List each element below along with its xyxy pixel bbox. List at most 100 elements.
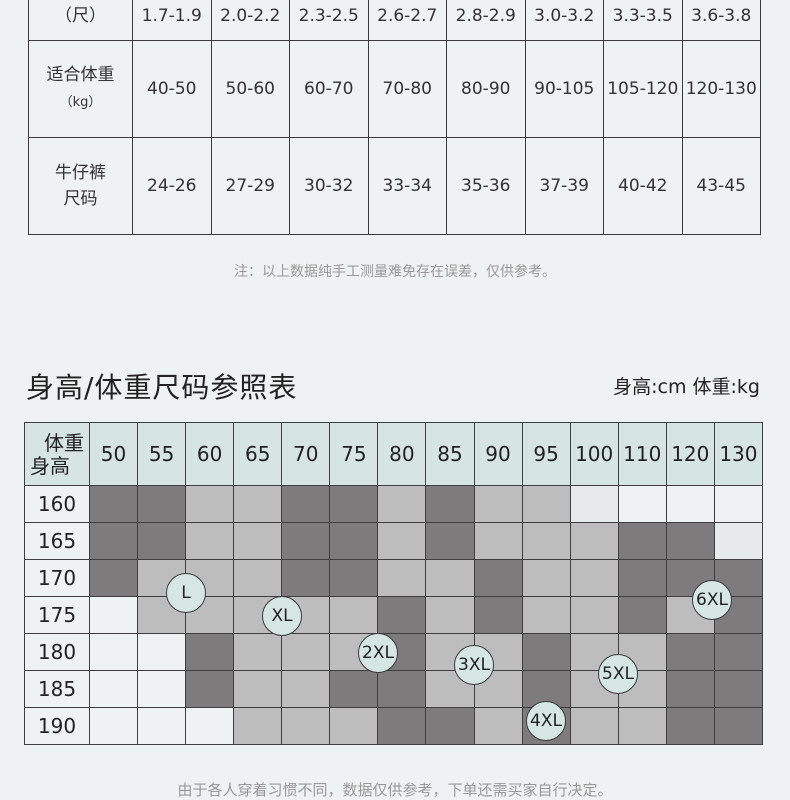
grid-cell [329,559,379,597]
grid-cell [473,559,523,597]
spec-cell: 60-70 [289,40,369,138]
grid-cell [329,707,379,745]
corner-weight-label: 体重 [44,431,84,455]
grid-cell [665,522,715,560]
grid-cell [329,522,379,560]
grid-cell [88,707,139,745]
spec-cell: 27-29 [210,137,290,235]
grid-cell [137,707,187,745]
grid-cell [521,485,571,523]
grid-cell [185,670,235,708]
size-spec-table: （尺） 1.7-1.9 2.0-2.2 2.3-2.5 2.6-2.7 2.8-… [28,0,761,235]
grid-cell [473,596,523,634]
grid-row: 190 [24,707,764,745]
grid-cell [281,633,331,671]
height-label: 160 [24,485,90,523]
grid-cell [713,633,764,671]
grid-cell [137,522,187,560]
grid-cell [233,522,283,560]
spec-cell: 120-130 [681,40,761,138]
grid-cell [665,633,715,671]
grid-cell [569,596,619,634]
grid-cell [569,707,619,745]
spec-cell: 40-42 [603,137,683,235]
spec-cell: 1.7-1.9 [132,0,212,41]
spec-cell: 80-90 [446,40,526,138]
grid-cell [665,707,715,745]
grid-cell [185,522,235,560]
spec-cell: 43-45 [681,137,761,235]
weight-header: 100 [569,422,619,486]
grid-cell [137,633,187,671]
grid-cell [88,670,139,708]
grid-cell [665,485,715,523]
spec-cell: 2.8-2.9 [446,0,526,41]
grid-cell [569,522,619,560]
spec-cell: 50-60 [210,40,290,138]
grid-cell [233,559,283,597]
units-label: 身高:cm 体重:kg [613,376,760,398]
weight-header: 70 [281,422,331,486]
weight-header: 120 [665,422,715,486]
size-badge: XL [262,596,302,636]
grid-row: 160 [24,485,764,523]
weight-header: 90 [473,422,523,486]
weight-header: 95 [521,422,571,486]
grid-cell [473,485,523,523]
grid-cell [617,596,667,634]
measurement-note: 注：以上数据纯手工测量难免存在误差，仅供参考。 [234,264,556,280]
grid-cell [521,559,571,597]
grid-cell [88,633,139,671]
spec-cell: 70-80 [367,40,447,138]
size-chart-title: 身高/体重尺码参照表 [26,371,298,404]
spec-row-waist: （尺） 1.7-1.9 2.0-2.2 2.3-2.5 2.6-2.7 2.8-… [28,0,761,41]
height-label: 190 [24,707,90,745]
size-badge: 5XL [598,654,638,694]
weight-header: 85 [425,422,475,486]
spec-cell: 2.3-2.5 [289,0,369,41]
weight-header: 75 [329,422,379,486]
grid-row: 165 [24,522,764,560]
spec-cell: 2.6-2.7 [367,0,447,41]
grid-row: 185 [24,670,764,708]
grid-cell [425,596,475,634]
height-label: 180 [24,633,90,671]
size-badge: 2XL [358,633,398,673]
grid-cell [233,670,283,708]
grid-corner: 体重 身高 [24,422,90,486]
grid-cell [185,596,235,634]
grid-cell [425,707,475,745]
grid-cell [185,707,235,745]
grid-cell [88,485,139,523]
spec-cell: 35-36 [446,137,526,235]
grid-cell [569,633,619,671]
grid-cell [617,522,667,560]
grid-cell [329,596,379,634]
spec-cell: 33-34 [367,137,447,235]
size-grid: 体重 身高 50 55 60 65 70 75 80 85 90 95 100 110 120 130 160 1… [24,422,764,745]
spec-cell: 24-26 [132,137,212,235]
row-header: （尺） [28,0,133,41]
grid-cell [88,522,139,560]
grid-cell [425,522,475,560]
grid-cell [713,670,764,708]
grid-cell [521,633,571,671]
grid-cell [425,559,475,597]
grid-cell [569,485,619,523]
grid-cell [377,596,427,634]
spec-cell: 37-39 [524,137,604,235]
grid-cell [521,596,571,634]
grid-cell [329,670,379,708]
grid-cell [185,633,235,671]
spec-cell: 90-105 [524,40,604,138]
spec-cell: 2.0-2.2 [210,0,290,41]
spec-cell: 3.0-3.2 [524,0,604,41]
spec-row-weight: 适合体重 （kg） 40-50 50-60 60-70 70-80 80-90 9… [28,40,761,138]
grid-cell [617,485,667,523]
grid-cell [281,559,331,597]
grid-cell [713,707,764,745]
grid-header-row: 体重 身高 50 55 60 65 70 75 80 85 90 95 100 110 120 130 [24,422,764,486]
grid-cell [377,485,427,523]
grid-cell [137,670,187,708]
grid-cell [233,633,283,671]
